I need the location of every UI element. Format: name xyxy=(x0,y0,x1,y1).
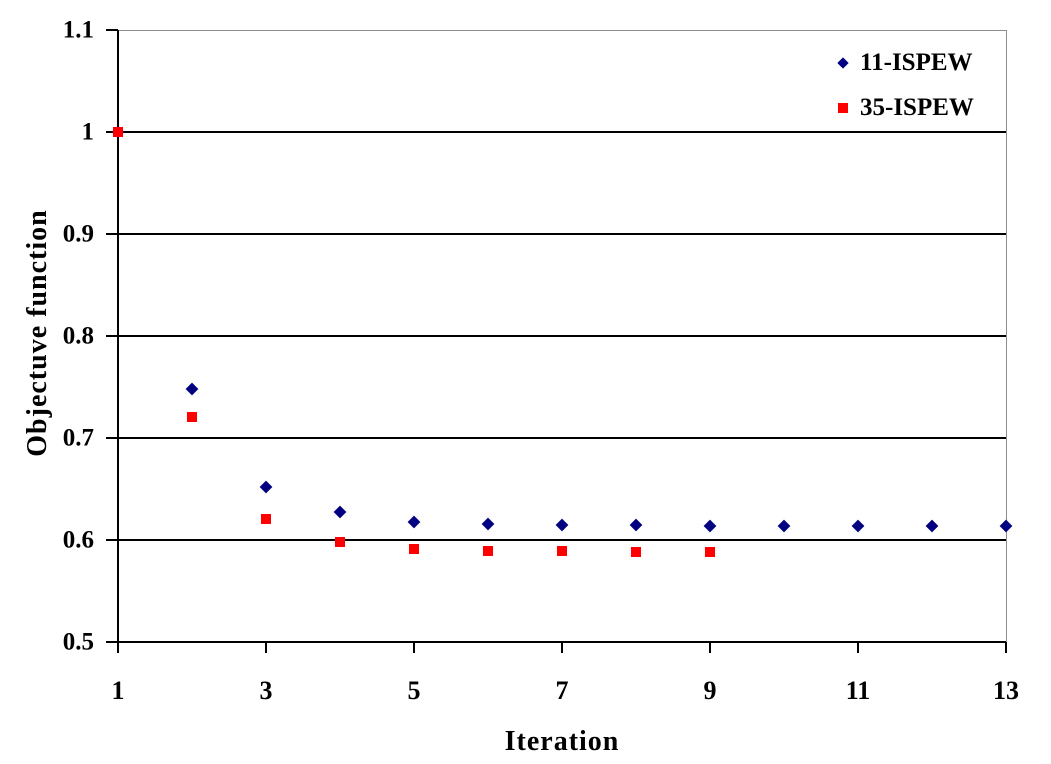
x-tick-label: 7 xyxy=(555,676,569,705)
legend-label: 11-ISPEW xyxy=(860,48,973,76)
data-point-11-ISPEW xyxy=(703,519,717,533)
y-tick-label: 1.1 xyxy=(62,16,94,44)
y-gridline xyxy=(118,437,1006,439)
y-tick-mark xyxy=(106,641,118,643)
x-tick-label: 3 xyxy=(259,676,273,705)
y-gridline xyxy=(118,335,1006,337)
x-tick-mark xyxy=(265,642,267,653)
y-tick-mark xyxy=(106,29,118,31)
data-point-11-ISPEW xyxy=(555,518,569,532)
x-tick-label: 11 xyxy=(845,676,871,705)
x-tick-label: 5 xyxy=(407,676,421,705)
data-point-11-ISPEW xyxy=(333,506,347,519)
y-tick-mark xyxy=(106,539,118,541)
data-point-35-ISPEW xyxy=(187,411,197,422)
y-gridline xyxy=(118,131,1006,133)
legend-marker-cell xyxy=(826,102,860,113)
legend-item: 35-ISPEW xyxy=(826,85,974,130)
data-point-11-ISPEW xyxy=(259,480,273,494)
x-tick-label: 1 xyxy=(111,676,125,705)
y-tick-label: 0.6 xyxy=(62,526,94,554)
data-point-11-ISPEW xyxy=(999,519,1013,533)
data-point-35-ISPEW xyxy=(631,547,641,558)
data-point-11-ISPEW xyxy=(185,382,199,396)
data-point-11-ISPEW xyxy=(407,515,421,528)
y-tick-label: 0.7 xyxy=(62,424,94,452)
x-tick-mark xyxy=(709,642,711,653)
data-point-35-ISPEW xyxy=(557,546,567,557)
y-tick-mark xyxy=(106,335,118,337)
y-gridline xyxy=(118,539,1006,541)
data-point-11-ISPEW xyxy=(481,517,495,531)
data-point-35-ISPEW xyxy=(483,546,493,557)
y-tick-label: 1 xyxy=(81,118,95,146)
x-tick-mark xyxy=(1005,642,1007,653)
data-point-35-ISPEW xyxy=(261,513,271,524)
data-point-11-ISPEW xyxy=(629,518,643,532)
data-point-35-ISPEW xyxy=(705,547,715,558)
data-point-11-ISPEW xyxy=(777,519,791,533)
legend-square-icon xyxy=(838,102,848,113)
legend-label: 35-ISPEW xyxy=(860,93,974,121)
plot-right-border xyxy=(1006,30,1007,642)
y-tick-label: 0.9 xyxy=(62,220,94,248)
x-tick-mark xyxy=(857,642,859,653)
data-point-35-ISPEW xyxy=(113,127,123,137)
plot-top-border xyxy=(118,29,1006,31)
x-axis-line xyxy=(106,641,1006,643)
x-tick-mark xyxy=(413,642,415,653)
y-gridline xyxy=(118,233,1006,235)
y-axis-line xyxy=(117,30,119,653)
data-point-11-ISPEW xyxy=(851,519,865,533)
data-point-11-ISPEW xyxy=(925,519,939,533)
legend-diamond-icon xyxy=(837,56,849,69)
data-point-35-ISPEW xyxy=(335,537,345,548)
data-point-35-ISPEW xyxy=(409,544,419,555)
y-tick-label: 0.5 xyxy=(62,628,94,656)
y-tick-mark xyxy=(106,437,118,439)
x-tick-mark xyxy=(117,642,119,653)
x-tick-label: 9 xyxy=(703,676,717,705)
legend: 11-ISPEW 35-ISPEW xyxy=(826,40,974,130)
y-tick-label: 0.8 xyxy=(62,322,94,350)
legend-marker-cell xyxy=(826,56,860,69)
legend-item: 11-ISPEW xyxy=(826,40,974,85)
x-tick-label: 13 xyxy=(993,676,1019,705)
y-tick-mark xyxy=(106,233,118,235)
x-tick-mark xyxy=(561,642,563,653)
x-axis-title: Iteration xyxy=(504,726,620,757)
